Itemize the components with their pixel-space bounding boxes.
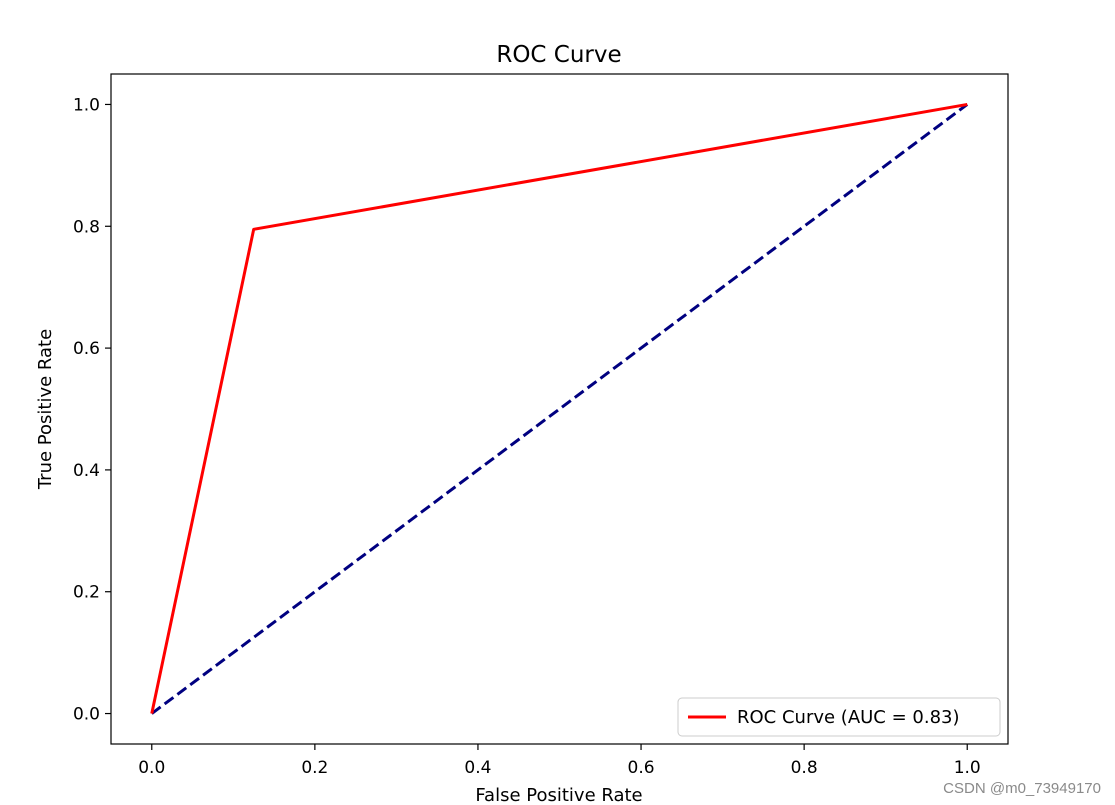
legend-label: ROC Curve (AUC = 0.83) bbox=[737, 707, 960, 728]
x-tick-label: 1.0 bbox=[954, 758, 981, 778]
legend-box bbox=[677, 697, 1001, 737]
y-tick-label: 1.0 bbox=[73, 95, 100, 115]
x-tick-label: 0.8 bbox=[791, 758, 818, 778]
x-tick-label: 0.0 bbox=[138, 758, 165, 778]
legend: ROC Curve (AUC = 0.83) bbox=[677, 697, 1001, 737]
chart-title: ROC Curve bbox=[496, 42, 621, 68]
diagonal-reference-line bbox=[150, 103, 969, 715]
axes-frame bbox=[110, 73, 1009, 745]
y-tick-label: 0.0 bbox=[73, 705, 100, 725]
y-tick-label: 0.4 bbox=[73, 461, 100, 481]
x-tick-label: 0.6 bbox=[628, 758, 655, 778]
y-axis-label: True Positive Rate bbox=[35, 329, 56, 490]
x-tick-label: 0.4 bbox=[464, 758, 491, 778]
y-tick-label: 0.8 bbox=[73, 217, 100, 237]
y-tick-label: 0.2 bbox=[73, 583, 100, 603]
y-tick-label: 0.6 bbox=[73, 339, 100, 359]
plot-area: 0.0 0.2 0.4 0.6 0.8 1.0 0.0 0.2 0.4 0.6 0.8 1.0 bbox=[73, 73, 1009, 778]
watermark: CSDN @m0_73949170 bbox=[943, 780, 1101, 797]
x-axis-label: False Positive Rate bbox=[475, 785, 642, 805]
roc-curve-line bbox=[150, 102, 968, 714]
x-tick-label: 0.2 bbox=[301, 758, 328, 778]
